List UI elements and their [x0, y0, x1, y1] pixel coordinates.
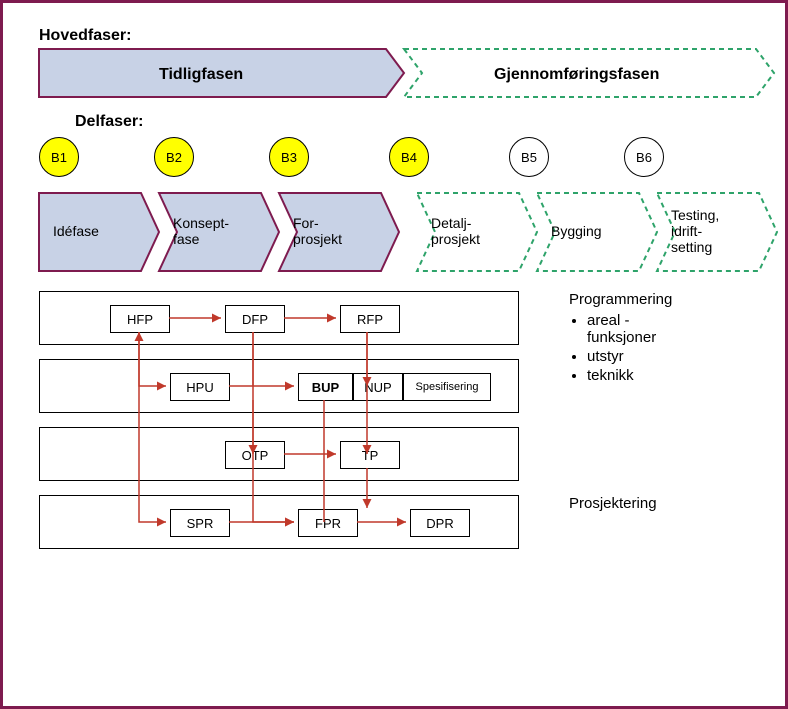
milestone-circle: B1	[39, 137, 79, 177]
process-box: OTP	[225, 441, 285, 469]
milestone-circle: B2	[154, 137, 194, 177]
main-phase-label: Gjennomføringsfasen	[494, 66, 659, 83]
process-box: HPU	[170, 373, 230, 401]
process-box: TP	[340, 441, 400, 469]
delfaser-label: Delfaser:	[75, 113, 773, 131]
prosjektering-label: Prosjektering	[569, 495, 657, 512]
process-row: OTP TP	[39, 427, 519, 481]
process-row: HFP DFP RFP	[39, 291, 519, 345]
programmering-bullet: teknikk	[587, 367, 672, 384]
process-row: SPR FPR DPR	[39, 495, 519, 549]
process-box: RFP	[340, 305, 400, 333]
programmering-bullets: areal - funksjoner utstyr teknikk	[587, 312, 672, 384]
process-box: HFP	[110, 305, 170, 333]
main-phases-row: Tidligfasen Gjennomføringsfasen	[39, 49, 759, 99]
process-box: DPR	[410, 509, 470, 537]
milestone-circle: B6	[624, 137, 664, 177]
sub-phase-label: Testing,idrift-setting	[671, 207, 719, 255]
main-phase-label: Tidligfasen	[159, 66, 243, 83]
b-circles-row: B1 B2 B3 B4 B5 B6	[39, 137, 779, 185]
sub-phase-label: Idéfase	[53, 223, 99, 239]
process-box: FPR	[298, 509, 358, 537]
milestone-circle: B5	[509, 137, 549, 177]
sub-phase-label: Detalj-prosjekt	[431, 215, 480, 247]
sub-phase-label: Bygging	[551, 223, 602, 239]
programmering-bullet: areal - funksjoner	[587, 312, 672, 346]
process-box: Spesifisering	[403, 373, 491, 401]
process-box: SPR	[170, 509, 230, 537]
programmering-bullet: utstyr	[587, 348, 672, 365]
hovedfaser-label: Hovedfaser:	[39, 27, 773, 45]
process-box: NUP	[353, 373, 403, 401]
milestone-circle: B3	[269, 137, 309, 177]
process-row: HPU BUPNUPSpesifisering	[39, 359, 519, 413]
milestone-circle: B4	[389, 137, 429, 177]
programmering-title: Programmering	[569, 291, 672, 308]
process-box: BUP	[298, 373, 353, 401]
sub-phases-row: IdéfaseKonsept-faseFor-prosjektDetalj-pr…	[39, 193, 788, 275]
process-grid: HFP DFP RFP HPU BUPNUPSpesifisering OTP TP SPR F…	[39, 291, 519, 549]
programmering-block: Programmering areal - funksjoner utstyr te…	[569, 291, 672, 386]
process-box: DFP	[225, 305, 285, 333]
